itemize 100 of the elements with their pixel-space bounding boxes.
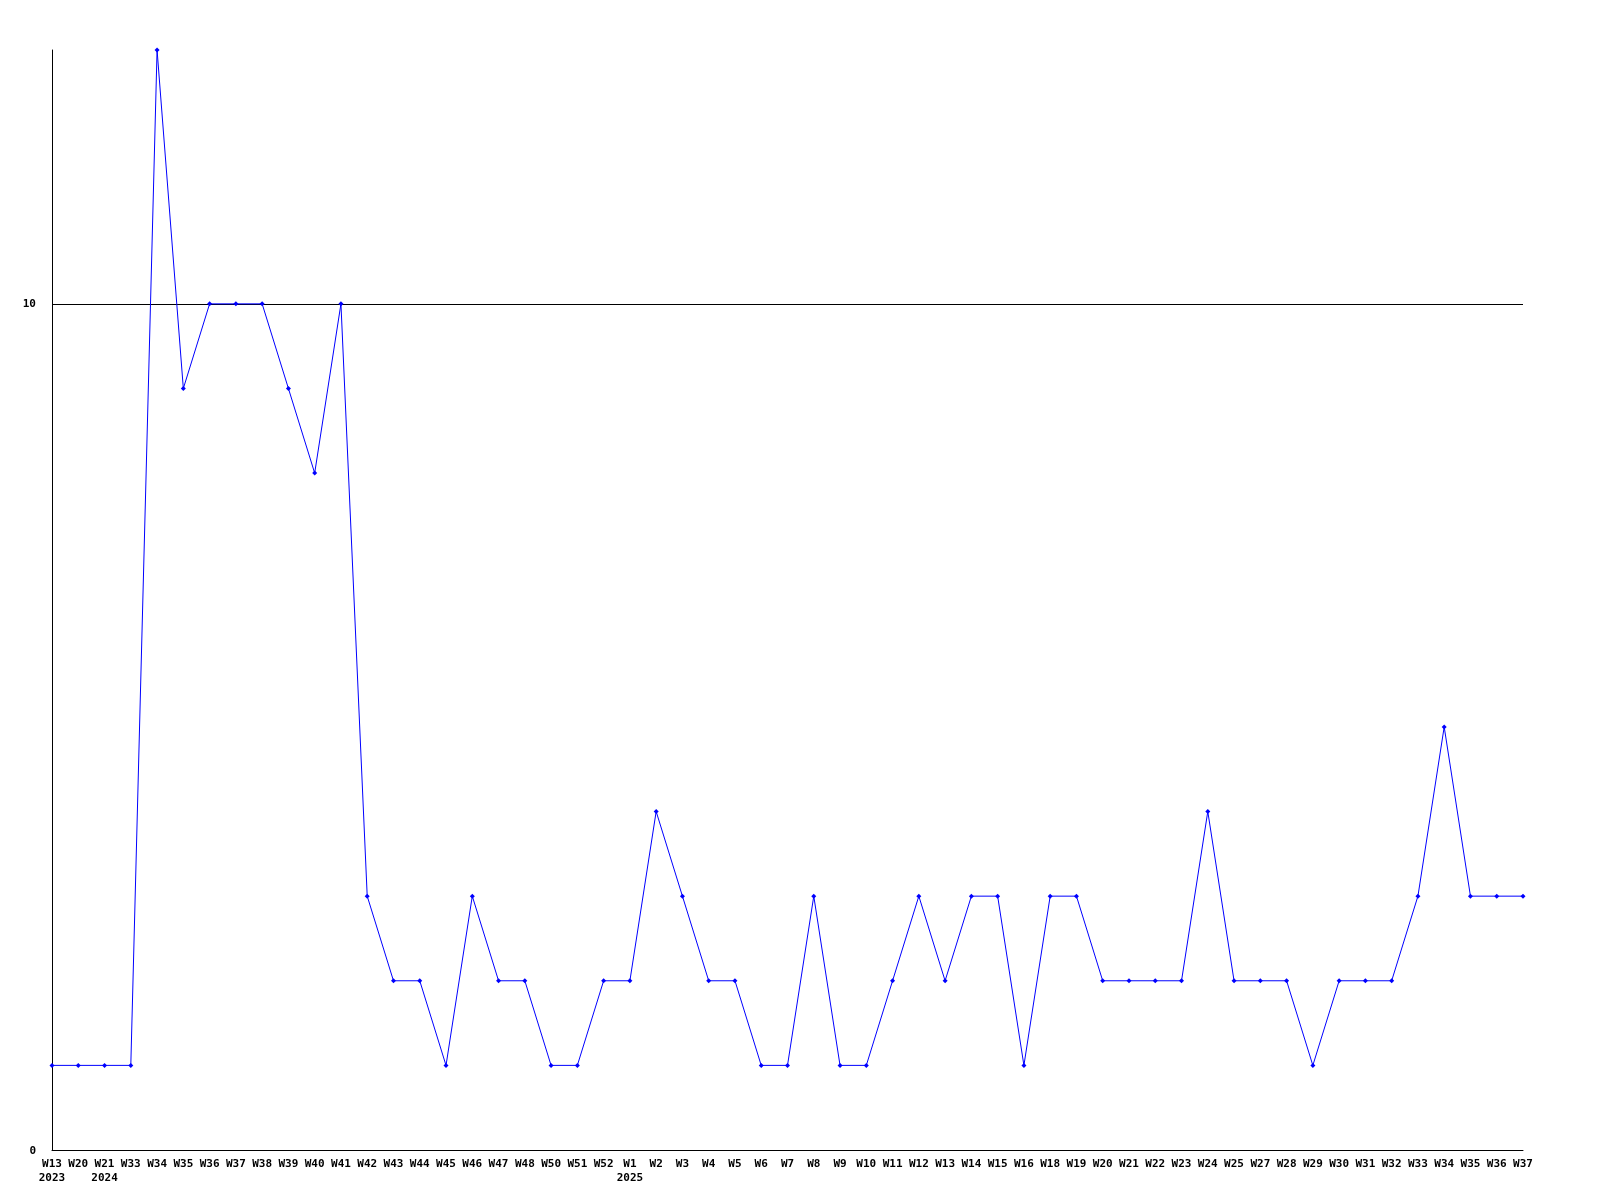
x-tick-label: W8 — [807, 1156, 821, 1170]
x-tick-label: W41 — [331, 1156, 352, 1170]
point — [1284, 978, 1290, 984]
y-tick-label: 10 — [22, 297, 36, 311]
point — [102, 1062, 108, 1068]
x-tick-label: W13 — [935, 1156, 956, 1170]
point — [312, 470, 318, 476]
x-tick-label: W15 — [987, 1156, 1008, 1170]
point — [706, 978, 712, 984]
point — [522, 978, 528, 984]
point — [496, 978, 502, 984]
x-tick-label: W18 — [1040, 1156, 1061, 1170]
point — [942, 978, 948, 984]
x-tick-label: W34 — [1434, 1156, 1455, 1170]
x-tick-label: W22 — [1145, 1156, 1166, 1170]
x-tick-label: W21 2024 — [91, 1156, 119, 1184]
x-tick-label: W35 — [1460, 1156, 1481, 1170]
point — [1520, 893, 1526, 899]
x-tick-label: W38 — [252, 1156, 273, 1170]
point — [1126, 978, 1132, 984]
x-tick-label: W7 — [780, 1156, 795, 1170]
point — [1441, 724, 1447, 730]
point — [916, 893, 922, 899]
point — [338, 301, 344, 307]
x-tick-label: W43 — [383, 1156, 404, 1170]
x-tick-label: W1 2025 — [616, 1156, 644, 1184]
point — [154, 47, 160, 53]
point — [1336, 978, 1342, 984]
point — [128, 1062, 134, 1068]
x-tick-label: W12 — [908, 1156, 929, 1170]
x-tick-label: W20 — [68, 1156, 89, 1170]
x-tick-label: W9 — [833, 1156, 847, 1170]
x-tick-label: W47 — [488, 1156, 509, 1170]
x-tick-label: W40 — [304, 1156, 325, 1170]
point — [1415, 893, 1421, 899]
x-tick-label: W45 — [436, 1156, 456, 1170]
x-tick-label: W39 — [278, 1156, 299, 1170]
x-tick-label: W3 — [675, 1156, 690, 1170]
point — [1152, 978, 1158, 984]
x-tick-label: W48 — [514, 1156, 535, 1170]
point — [469, 893, 475, 899]
x-tick-label: W16 — [1013, 1156, 1035, 1170]
point — [890, 978, 896, 984]
x-tick-label: W36 — [1486, 1156, 1508, 1170]
x-tick-label: W52 — [593, 1156, 614, 1170]
point — [1047, 893, 1053, 899]
point — [364, 893, 370, 899]
point — [785, 1062, 790, 1068]
x-tick-label: W24 — [1197, 1156, 1219, 1170]
x-tick-label: W14 — [961, 1156, 982, 1170]
point — [1179, 978, 1185, 984]
point — [259, 301, 265, 307]
x-tick-label: W35 — [173, 1156, 194, 1170]
x-tick-label: W33 — [1407, 1156, 1428, 1170]
point — [653, 809, 659, 815]
point — [574, 1062, 580, 1068]
point — [1073, 893, 1079, 899]
x-tick-label: W6 — [754, 1156, 769, 1170]
point — [390, 978, 396, 984]
x-tick-label: W37 — [1513, 1156, 1533, 1170]
point — [1100, 978, 1106, 984]
point — [1231, 978, 1237, 984]
point — [732, 978, 738, 984]
point — [233, 301, 239, 307]
point — [443, 1062, 449, 1068]
point — [1021, 1062, 1027, 1068]
point — [627, 978, 633, 984]
point — [1494, 893, 1500, 899]
x-tick-label: W46 — [462, 1156, 483, 1170]
point — [837, 1062, 843, 1068]
x-tick-label: W11 — [882, 1156, 903, 1170]
point — [49, 1062, 55, 1068]
x-tick-label: W34 — [147, 1156, 168, 1170]
x-tick-label: W30 — [1329, 1156, 1350, 1170]
y-tick-label: 0 — [29, 1143, 36, 1157]
point — [1362, 978, 1368, 984]
point — [548, 1062, 554, 1068]
x-tick-label: W23 — [1171, 1156, 1192, 1170]
x-tick-label: W2 — [649, 1156, 663, 1170]
point — [1257, 978, 1263, 984]
point — [758, 1062, 764, 1068]
x-tick-label: W10 — [856, 1156, 877, 1170]
point — [1310, 1062, 1316, 1068]
x-tick-label: W21 — [1119, 1156, 1140, 1170]
point — [1467, 893, 1473, 899]
x-tick-label: W28 — [1276, 1156, 1297, 1170]
point — [1389, 978, 1395, 984]
x-tick-label: W25 — [1224, 1156, 1244, 1170]
x-tick-label: W50 — [541, 1156, 562, 1170]
x-tick-label: W13 2023 — [38, 1156, 66, 1184]
point — [180, 385, 186, 391]
x-tick-label: W36 — [199, 1156, 220, 1170]
point — [968, 893, 974, 899]
x-tick-label: W44 — [409, 1156, 431, 1170]
point — [679, 893, 685, 899]
point — [207, 301, 213, 307]
x-tick-label: W42 — [357, 1156, 378, 1170]
point — [863, 1062, 869, 1068]
x-tick-label: W4 — [702, 1156, 716, 1170]
x-tick-label: W32 — [1381, 1156, 1402, 1170]
